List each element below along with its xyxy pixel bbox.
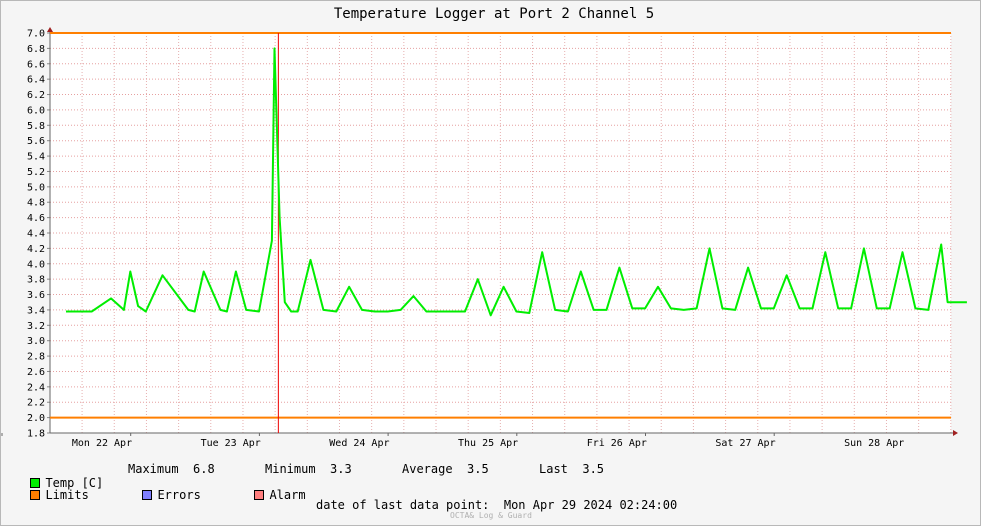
series-line-temp: [66, 47, 967, 317]
y-axis: 7.0 6.8 6.6 6.4 6.2 6.0 5.8 5.6 5.4 5.2 5.0 4.8 4.6 4…: [27, 27, 53, 440]
legend-limits-label: Limits: [45, 488, 89, 502]
y-tick-label: 7.0: [27, 29, 45, 40]
x-tick-label: Mon 22 Apr: [72, 438, 132, 449]
legend-errors-label: Errors: [157, 488, 201, 502]
y-tick-label: 2.0: [27, 413, 45, 424]
stat-minimum: Minimum 3.3: [265, 462, 352, 476]
y-tick-label: 2.6: [27, 367, 45, 378]
y-tick-label: 4.2: [27, 244, 45, 255]
y-tick-label: 3.2: [27, 321, 45, 332]
y-tick-label: 5.0: [27, 182, 45, 193]
y-tick-label: 4.4: [27, 229, 45, 240]
legend-temp: Temp [C]: [16, 462, 103, 490]
y-tick-label: 6.8: [27, 44, 45, 55]
y-tick-label: 3.6: [27, 290, 45, 301]
limit-lines: [50, 32, 951, 419]
legend-alarm-swatch: [254, 490, 265, 500]
y-tick-label: 4.0: [27, 259, 45, 270]
stat-last: Last 3.5: [539, 462, 604, 476]
legend-temp-swatch: [30, 478, 41, 488]
y-tick-label: 4.8: [27, 198, 45, 209]
y-tick-label: 2.4: [27, 382, 45, 393]
stat-last-label: Last: [539, 462, 568, 476]
stat-average-label: Average: [402, 462, 453, 476]
x-tick-label: Sat 27 Apr: [715, 438, 775, 449]
y-tick-label: 5.8: [27, 121, 45, 132]
stat-maximum-value: 6.8: [193, 462, 215, 476]
x-tick-label: Wed 24 Apr: [329, 438, 389, 449]
legend-limits: Limits: [16, 474, 89, 502]
x-axis: Mon 22 Apr Tue 23 Apr Wed 24 Apr Thu 25 Apr…: [1, 430, 958, 449]
y-tick-label: 2.2: [27, 398, 45, 409]
chart-title: Temperature Logger at Port 2 Channel 5: [334, 6, 654, 22]
legend-alarm: Alarm: [240, 474, 306, 502]
legend-errors: Errors: [128, 474, 201, 502]
stat-last-value: 3.5: [582, 462, 605, 476]
last-data-point: date of last data point: Mon Apr 29 2024…: [316, 498, 677, 512]
x-tick-label: Tue 23 Apr: [201, 438, 261, 449]
legend-temp-label: Temp [C]: [45, 476, 104, 490]
y-tick-label: 1.8: [27, 429, 45, 440]
y-tick-label: 6.4: [27, 75, 45, 86]
legend-limits-swatch: [30, 490, 41, 500]
stat-minimum-value: 3.3: [330, 462, 352, 476]
last-data-point-value: Mon Apr 29 2024 02:24:00: [503, 498, 678, 512]
y-tick-label: 5.4: [27, 152, 45, 163]
stat-minimum-label: Minimum: [265, 462, 316, 476]
x-tick-label: Thu 25 Apr: [458, 438, 518, 449]
y-tick-label: 6.2: [27, 90, 45, 101]
y-tick-label: 6.0: [27, 105, 45, 116]
x-tick-label: Sun 28 Apr: [844, 438, 904, 449]
y-tick-label: 3.8: [27, 275, 45, 286]
watermark: OCTA& Log & Guard: [450, 511, 532, 520]
last-data-point-label: date of last data point:: [316, 498, 490, 512]
stat-average-value: 3.5: [467, 462, 489, 476]
y-tick-label: 2.8: [27, 352, 45, 363]
stat-average: Average 3.5: [402, 462, 489, 476]
y-tick-label: 5.6: [27, 136, 45, 147]
stat-maximum-label: Maximum: [128, 462, 179, 476]
y-tick-label: 4.6: [27, 213, 45, 224]
y-axis-arrow: [47, 27, 53, 32]
grid: [50, 32, 952, 434]
y-tick-label: 5.2: [27, 167, 45, 178]
legend-errors-swatch: [142, 490, 153, 500]
series-group: [66, 33, 967, 433]
legend-alarm-label: Alarm: [269, 488, 306, 502]
y-tick-label: 3.4: [27, 305, 45, 316]
y-tick-label: 6.6: [27, 59, 45, 70]
x-axis-arrow: [953, 430, 958, 436]
stat-maximum: Maximum 6.8: [128, 462, 215, 476]
x-tick-label: Fri 26 Apr: [587, 438, 647, 449]
y-tick-label: 3.0: [27, 336, 45, 347]
